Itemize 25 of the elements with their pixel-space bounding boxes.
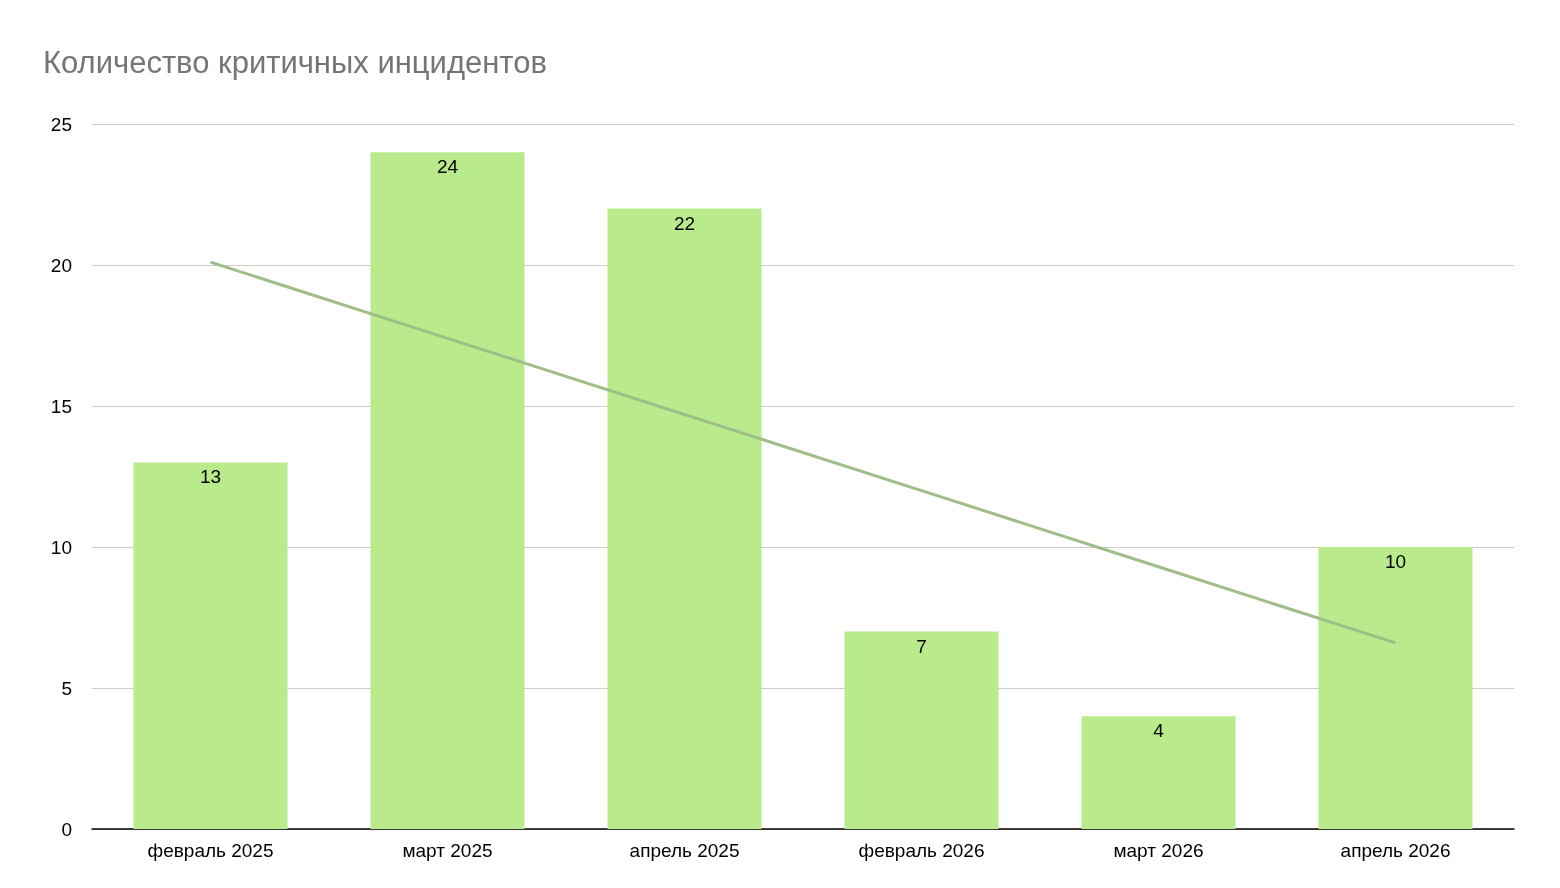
- data-label: 22: [673, 212, 696, 234]
- x-tick-label: март 2025: [402, 840, 493, 861]
- data-label: 24: [436, 156, 459, 178]
- y-tick-label: 5: [61, 677, 72, 699]
- bar: [1318, 547, 1473, 829]
- x-tick-label: февраль 2026: [858, 840, 985, 861]
- bar: [844, 631, 999, 829]
- x-tick-label: февраль 2025: [147, 840, 274, 861]
- bar: [370, 152, 525, 829]
- data-label: 7: [916, 635, 927, 657]
- x-tick-label: апрель 2025: [629, 840, 740, 861]
- y-tick-label: 0: [61, 818, 72, 840]
- x-tick-label: март 2026: [1113, 840, 1204, 861]
- bar: [1081, 716, 1236, 829]
- chart-title: Количество критичных инцидентов: [43, 45, 547, 80]
- y-tick-label: 10: [50, 536, 72, 558]
- data-label: 4: [1153, 720, 1165, 742]
- y-tick-label: 25: [50, 113, 72, 135]
- bar: [133, 462, 288, 829]
- bar: [607, 208, 762, 829]
- x-tick-label: апрель 2026: [1340, 840, 1451, 861]
- data-label: 13: [199, 466, 222, 488]
- data-label: 10: [1384, 551, 1407, 572]
- y-tick-label: 20: [50, 254, 72, 276]
- y-tick-label: 15: [50, 395, 72, 417]
